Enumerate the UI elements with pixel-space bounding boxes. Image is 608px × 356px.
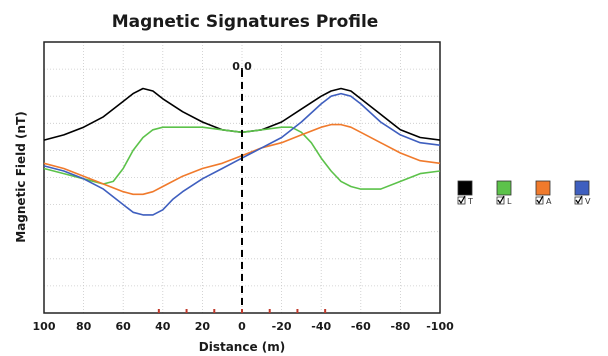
chart-title: Magnetic Signatures Profile bbox=[112, 12, 379, 32]
legend-label: T bbox=[467, 197, 473, 206]
checkbox-icon[interactable] bbox=[496, 196, 505, 205]
center-label: 0.0 bbox=[232, 60, 252, 73]
checkbox-icon[interactable] bbox=[535, 196, 544, 205]
x-tick-label: 20 bbox=[195, 320, 211, 333]
x-tick-label: -40 bbox=[311, 320, 331, 333]
legend-item-L[interactable]: L bbox=[496, 180, 512, 206]
legend-label: L bbox=[507, 197, 512, 206]
series-line-L bbox=[43, 126, 441, 190]
x-tick-label: -100 bbox=[426, 320, 454, 333]
x-tick-label: -80 bbox=[390, 320, 410, 333]
legend-item-A[interactable]: A bbox=[535, 180, 552, 206]
checkbox-icon[interactable] bbox=[574, 196, 583, 205]
legend-swatch bbox=[535, 180, 551, 196]
checkmark-icon bbox=[575, 195, 583, 205]
series-line-V bbox=[43, 92, 441, 216]
checkmark-icon bbox=[497, 195, 505, 205]
x-tick-label: 80 bbox=[76, 320, 92, 333]
grid bbox=[44, 42, 440, 313]
x-tick-label: 100 bbox=[33, 320, 56, 333]
legend-swatch bbox=[574, 180, 590, 196]
legend-swatch bbox=[457, 180, 473, 196]
checkmark-icon bbox=[458, 195, 466, 205]
y-axis-label: Magnetic Field (nT) bbox=[14, 111, 28, 242]
x-tick-labels: 100 80 60 40 20 0 -20 -40 -60 -80 -100 bbox=[33, 320, 455, 333]
x-tick-label: 40 bbox=[155, 320, 171, 333]
legend-item-T[interactable]: T bbox=[457, 180, 473, 206]
x-tick-label: -60 bbox=[351, 320, 371, 333]
checkbox-icon[interactable] bbox=[457, 196, 466, 205]
legend-item-V[interactable]: V bbox=[574, 180, 591, 206]
legend-label: V bbox=[585, 197, 591, 206]
legend-swatch bbox=[496, 180, 512, 196]
x-axis-label: Distance (m) bbox=[199, 340, 286, 354]
legend-label: A bbox=[546, 197, 552, 206]
x-tick-label: 60 bbox=[116, 320, 132, 333]
checkmark-icon bbox=[536, 195, 544, 205]
x-tick-label: -20 bbox=[272, 320, 292, 333]
x-tick-label: 0 bbox=[238, 320, 246, 333]
sensor-markers bbox=[157, 309, 327, 313]
